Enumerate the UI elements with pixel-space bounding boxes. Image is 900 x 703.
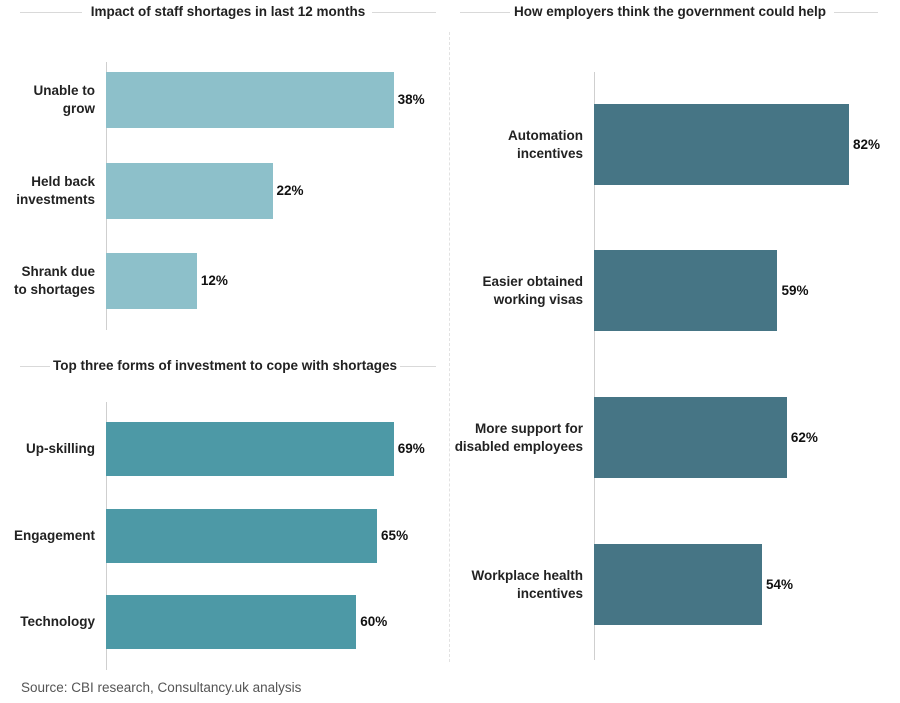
category-label-investment-2: Engagement xyxy=(13,528,95,543)
category-label-impact-2: Held back investments xyxy=(16,174,95,207)
value-label-impact-3: 12% xyxy=(200,273,228,288)
title-rule-right-investment xyxy=(400,366,436,367)
axis-line-government xyxy=(594,72,595,660)
category-label-investment-3: Technology xyxy=(20,614,95,629)
title-rule-right-impact xyxy=(372,12,436,13)
bar-investment-3 xyxy=(106,595,357,649)
chart-title-government: How employers think the government could… xyxy=(513,4,827,19)
value-label-investment-3: 60% xyxy=(360,614,388,629)
value-label-investment-2: 65% xyxy=(381,528,409,543)
category-label-government-4: Workplace health incentives xyxy=(471,567,583,601)
panel-divider xyxy=(449,32,450,662)
value-label-impact-1: 38% xyxy=(397,92,425,107)
chart-title-impact: Impact of staff shortages in last 12 mon… xyxy=(90,4,366,19)
title-rule-left-investment xyxy=(20,366,50,367)
title-rule-left-government xyxy=(460,12,510,13)
category-label-government-1: Automation incentives xyxy=(508,127,583,161)
value-label-impact-2: 22% xyxy=(276,183,304,198)
chart-title-investment: Top three forms of investment to cope wi… xyxy=(52,358,398,373)
category-label-government-2: Easier obtained working visas xyxy=(482,273,583,307)
bar-impact-3 xyxy=(106,253,197,309)
category-label-impact-1: Unable to grow xyxy=(33,83,95,116)
value-label-government-2: 59% xyxy=(781,282,809,298)
source-note: Source: CBI research, Consultancy.uk ana… xyxy=(21,680,302,695)
bar-impact-1 xyxy=(106,72,394,128)
title-rule-left-impact xyxy=(20,12,82,13)
category-label-government-3: More support for disabled employees xyxy=(454,420,583,454)
value-label-government-1: 82% xyxy=(853,136,881,152)
category-label-impact-3: Shrank due to shortages xyxy=(13,264,95,297)
bar-government-4 xyxy=(594,544,762,625)
bar-government-2 xyxy=(594,250,778,331)
value-label-government-3: 62% xyxy=(790,429,818,445)
value-label-investment-1: 69% xyxy=(397,441,425,456)
category-label-investment-1: Up-skilling xyxy=(25,441,95,456)
bar-investment-1 xyxy=(106,422,394,476)
title-rule-right-government xyxy=(834,12,878,13)
value-label-government-4: 54% xyxy=(765,576,793,592)
bar-government-3 xyxy=(594,397,787,478)
bar-impact-2 xyxy=(106,163,273,219)
bar-government-1 xyxy=(594,104,850,185)
bar-investment-2 xyxy=(106,509,378,563)
